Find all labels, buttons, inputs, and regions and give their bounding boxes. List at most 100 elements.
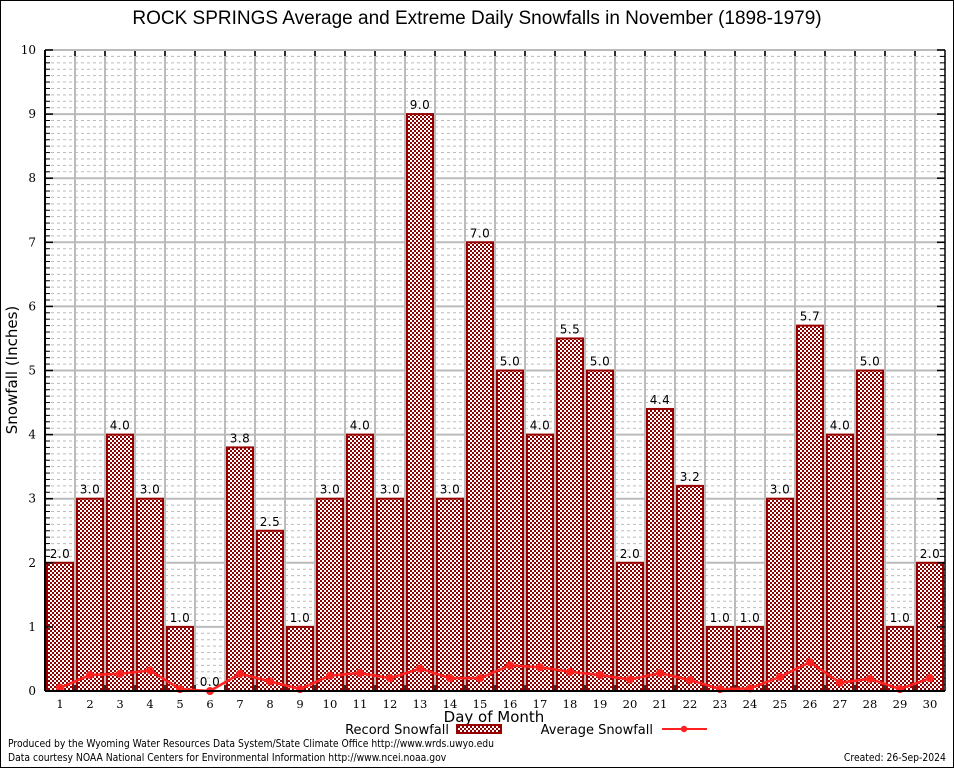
footer-data-source: Data courtesy NOAA National Centers for … bbox=[8, 752, 447, 764]
bar-day-20 bbox=[616, 561, 644, 692]
x-tick-label: 17 bbox=[533, 697, 548, 711]
x-tick-label: 23 bbox=[713, 697, 728, 711]
bar-label: 1.0 bbox=[710, 611, 731, 625]
x-tick-label: 22 bbox=[683, 697, 698, 711]
grid bbox=[45, 50, 945, 691]
bar-label: 4.0 bbox=[530, 419, 551, 433]
x-tick-label: 28 bbox=[863, 697, 878, 711]
bar-label: 3.0 bbox=[80, 483, 101, 497]
y-tick-label: 4 bbox=[28, 428, 36, 442]
average-point-day-2 bbox=[86, 670, 94, 679]
bar-label: 7.0 bbox=[470, 226, 491, 240]
x-tick-label: 3 bbox=[116, 697, 123, 711]
bar-day-5 bbox=[166, 625, 194, 693]
bar-day-11 bbox=[346, 433, 374, 692]
x-tick-label: 5 bbox=[176, 697, 183, 711]
bar-labels: 2.0 3.0 4.0 3.0 1.0 0.0 3.8 2.5 1.0 3.0 4.0 3.0 9.0 3… bbox=[50, 98, 941, 689]
x-tick-label: 1 bbox=[56, 697, 63, 711]
x-tick-label: 18 bbox=[563, 697, 578, 711]
average-point-day-10 bbox=[326, 671, 334, 680]
bar-label: 1.0 bbox=[740, 611, 761, 625]
bars bbox=[46, 113, 944, 693]
footer-producer: Produced by the Wyoming Water Resources … bbox=[8, 738, 494, 750]
y-tick-labels: 0 1 2 3 4 5 6 7 8 9 10 bbox=[21, 43, 37, 698]
bar-label: 3.0 bbox=[320, 483, 341, 497]
bar-day-22 bbox=[676, 484, 704, 692]
average-point-day-27 bbox=[836, 678, 844, 687]
bar-day-28 bbox=[856, 369, 884, 692]
legend: Record Snowfall Average Snowfall bbox=[345, 723, 707, 738]
bar-day-17 bbox=[526, 433, 554, 692]
average-point-day-11 bbox=[356, 669, 364, 678]
average-point-day-25 bbox=[776, 672, 784, 681]
average-point-day-16 bbox=[506, 661, 514, 670]
bar-label: 3.8 bbox=[230, 431, 251, 445]
bar-label: 1.0 bbox=[890, 611, 911, 625]
bar-label: 4.0 bbox=[110, 419, 131, 433]
bar-day-2 bbox=[76, 497, 104, 693]
bar-label: 3.0 bbox=[140, 483, 161, 497]
y-tick-label: 9 bbox=[28, 107, 36, 121]
bar-label: 2.5 bbox=[260, 515, 281, 529]
average-point-day-21 bbox=[656, 669, 664, 678]
x-tick-label: 6 bbox=[206, 697, 213, 711]
average-point-day-22 bbox=[686, 676, 694, 685]
x-tick-label: 9 bbox=[296, 697, 303, 711]
average-point-day-28 bbox=[866, 674, 874, 683]
y-tick-label: 8 bbox=[28, 171, 36, 185]
bar-day-24 bbox=[736, 625, 764, 693]
legend-average-label: Average Snowfall bbox=[541, 723, 653, 738]
y-tick-label: 0 bbox=[28, 684, 36, 698]
y-tick-label: 1 bbox=[28, 620, 36, 634]
bar-day-19 bbox=[586, 369, 614, 692]
bar-day-7 bbox=[226, 446, 254, 693]
bar-day-9 bbox=[286, 625, 314, 693]
legend-average-marker bbox=[680, 725, 688, 733]
y-tick-label: 6 bbox=[28, 299, 36, 313]
bar-label: 3.0 bbox=[380, 483, 401, 497]
y-axis-label: Snowfall (Inches) bbox=[3, 306, 21, 434]
x-tick-label: 12 bbox=[383, 697, 398, 711]
bar-day-12 bbox=[376, 497, 404, 693]
average-point-day-1 bbox=[56, 683, 64, 692]
average-point-day-8 bbox=[266, 677, 274, 686]
x-tick-label: 16 bbox=[503, 697, 518, 711]
bar-day-14 bbox=[436, 497, 464, 693]
x-tick-labels: 1 2 3 4 5 6 7 8 9 10 11 12 13 14 15 16 17 18 19 20 21 22 23 24 2… bbox=[56, 697, 937, 711]
x-tick-label: 11 bbox=[353, 697, 368, 711]
x-axis-label: Day of Month bbox=[444, 708, 545, 726]
x-tick-label: 24 bbox=[743, 697, 758, 711]
x-tick-label: 26 bbox=[803, 697, 818, 711]
bar-day-10 bbox=[316, 497, 344, 693]
average-point-day-4 bbox=[146, 666, 154, 675]
bar-label: 2.0 bbox=[50, 547, 71, 561]
bar-label: 5.0 bbox=[500, 355, 521, 369]
bar-label: 4.4 bbox=[650, 393, 671, 407]
x-tick-label: 13 bbox=[413, 697, 428, 711]
average-point-day-19 bbox=[596, 670, 604, 679]
average-point-day-7 bbox=[236, 669, 244, 678]
bar-label: 3.0 bbox=[440, 483, 461, 497]
x-tick-label: 21 bbox=[653, 697, 668, 711]
y-tick-label: 7 bbox=[28, 235, 36, 249]
x-tick-label: 19 bbox=[593, 697, 608, 711]
bar-label: 1.0 bbox=[290, 611, 311, 625]
y-tick-label: 2 bbox=[28, 556, 36, 570]
x-tick-label: 2 bbox=[86, 697, 93, 711]
bar-label: 2.0 bbox=[920, 547, 941, 561]
y-tick-label: 3 bbox=[28, 492, 36, 506]
average-point-day-30 bbox=[926, 674, 934, 683]
bar-day-15 bbox=[466, 241, 494, 693]
legend-record-swatch bbox=[456, 724, 502, 734]
bar-day-3 bbox=[106, 433, 134, 692]
bar-label: 5.7 bbox=[800, 310, 821, 324]
footer-created: Created: 26-Sep-2024 bbox=[844, 752, 946, 764]
x-tick-label: 29 bbox=[893, 697, 908, 711]
bar-day-25 bbox=[766, 497, 794, 693]
bar-label: 0.0 bbox=[200, 675, 221, 689]
average-point-day-13 bbox=[416, 664, 424, 673]
average-point-day-17 bbox=[536, 663, 544, 672]
bar-label: 1.0 bbox=[170, 611, 191, 625]
average-point-day-18 bbox=[566, 667, 574, 676]
average-point-day-26 bbox=[806, 658, 814, 667]
